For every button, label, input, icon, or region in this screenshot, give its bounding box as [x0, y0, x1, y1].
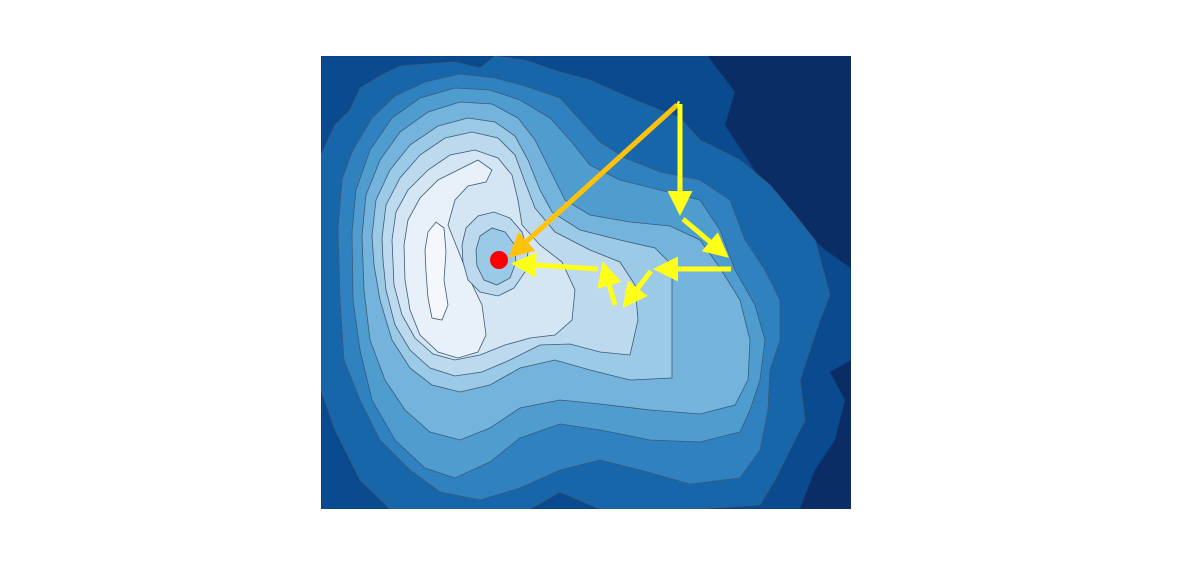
descent-path-step-6	[597, 261, 622, 306]
contour-peak-ridge	[424, 221, 449, 321]
direct-path-arrow	[508, 103, 679, 259]
descent-path-step-5	[622, 269, 653, 309]
contour-level-9	[403, 159, 493, 359]
minimum-marker	[490, 251, 508, 269]
descent-path-step-7	[511, 252, 599, 278]
descent-path	[508, 100, 731, 309]
contour-map	[321, 56, 851, 509]
descent-path-step-3	[681, 217, 729, 258]
descent-path-step-1	[675, 100, 681, 107]
